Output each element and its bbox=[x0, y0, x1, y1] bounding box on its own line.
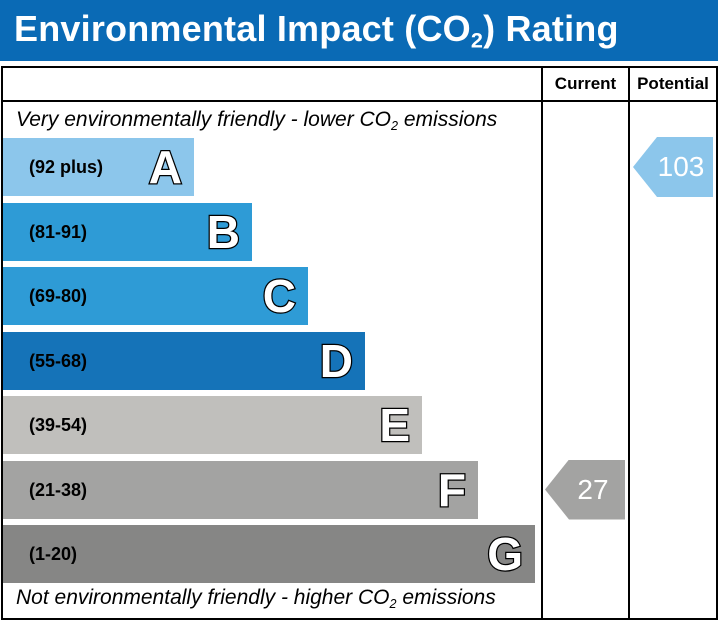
band-range-label: (81-91) bbox=[29, 221, 88, 242]
column-divider-current bbox=[541, 66, 543, 618]
column-divider-potential bbox=[628, 66, 630, 618]
page-title: Environmental Impact (CO2) Rating bbox=[14, 8, 619, 53]
band-b: (81-91) B bbox=[3, 202, 252, 261]
current-rating-value: 27 bbox=[577, 473, 609, 505]
band-letter: C bbox=[262, 269, 298, 324]
band-range-label: (39-54) bbox=[29, 415, 88, 435]
band-g: (1-20) G bbox=[3, 525, 535, 583]
note-bottom: Not environmentally friendly - higher CO… bbox=[16, 586, 496, 611]
column-header-current: Current bbox=[554, 74, 617, 93]
band-letter: D bbox=[319, 333, 355, 388]
note-top: Very environmentally friendly - lower CO… bbox=[16, 108, 498, 133]
band-letter: B bbox=[206, 204, 242, 259]
header-bar: Environmental Impact (CO2) Rating bbox=[0, 0, 718, 61]
band-letter: F bbox=[437, 462, 468, 517]
band-range-label: (1-20) bbox=[29, 544, 78, 564]
band-range-label: (21-38) bbox=[29, 479, 88, 500]
band-a: (92 plus) A bbox=[3, 138, 194, 196]
band-c: (69-80) C bbox=[3, 267, 308, 325]
band-range-label: (55-68) bbox=[29, 350, 88, 371]
band-range-label: (69-80) bbox=[29, 286, 88, 306]
band-letter: G bbox=[486, 527, 524, 582]
band-letter: A bbox=[148, 140, 184, 195]
header-divider bbox=[1, 100, 718, 102]
column-header-potential: Potential bbox=[637, 74, 709, 93]
band-range-label: (92 plus) bbox=[29, 157, 104, 177]
band-letter: E bbox=[378, 398, 411, 453]
band-d: (55-68) D bbox=[3, 331, 365, 390]
current-rating-marker: 27 bbox=[545, 459, 625, 520]
band-f: (21-38) F bbox=[3, 460, 478, 519]
band-e: (39-54) E bbox=[3, 396, 422, 454]
potential-rating-value: 103 bbox=[657, 151, 705, 182]
